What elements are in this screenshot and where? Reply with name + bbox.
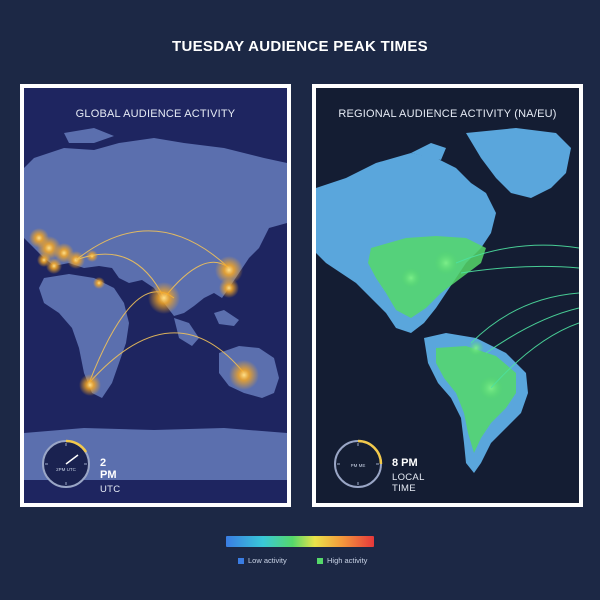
regional-clock-face-label: PM ME <box>351 463 366 468</box>
page-title: TUESDAY AUDIENCE PEAK TIMES <box>172 38 428 55</box>
global-world-map <box>24 128 287 480</box>
legend-high: High activity <box>317 556 367 565</box>
regional-panel-title: REGIONAL AUDIENCE ACTIVITY (NA/EU) <box>338 108 557 120</box>
regional-time: 8 PM <box>392 457 418 469</box>
global-zone: UTC <box>100 484 121 495</box>
regional-landmasses <box>316 128 571 473</box>
hotspot-south-africa <box>79 374 101 396</box>
regional-connection-arcs <box>455 244 579 389</box>
regional-activity-panel: REGIONAL AUDIENCE ACTIVITY (NA/EU) <box>312 84 583 507</box>
regional-activity-areas <box>368 236 516 453</box>
hotspot-east-asia <box>215 256 243 284</box>
regional-clock: PM ME 8 PM LOCAL TIME <box>332 438 424 495</box>
clock-icon: 2PM UTC <box>42 439 90 488</box>
europe-city-lights <box>29 228 105 289</box>
hotspot-india <box>148 282 180 314</box>
hotspot-southeast-asia <box>219 278 239 298</box>
global-hotspots <box>79 256 259 396</box>
legend-low-swatch <box>238 557 244 564</box>
activity-gradient-legend <box>226 536 374 547</box>
regional-zone: LOCAL TIME <box>392 472 425 494</box>
global-time: 2 PM <box>100 457 117 481</box>
clock-icon: PM ME <box>334 439 383 488</box>
regional-hotspots <box>401 251 503 400</box>
legend-high-label: High activity <box>327 556 368 565</box>
legend-high-swatch <box>317 557 323 564</box>
global-clock: 2PM UTC 2 PM UTC <box>40 438 120 495</box>
global-panel-title: GLOBAL AUDIENCE ACTIVITY <box>75 108 236 120</box>
regional-americas-map <box>316 128 579 473</box>
global-activity-panel: GLOBAL AUDIENCE ACTIVITY <box>20 84 291 507</box>
legend-low: Low activity <box>238 556 287 565</box>
global-clock-face-label: 2PM UTC <box>56 467 77 472</box>
legend-low-label: Low activity <box>248 556 287 565</box>
hotspot-australia <box>229 360 259 390</box>
